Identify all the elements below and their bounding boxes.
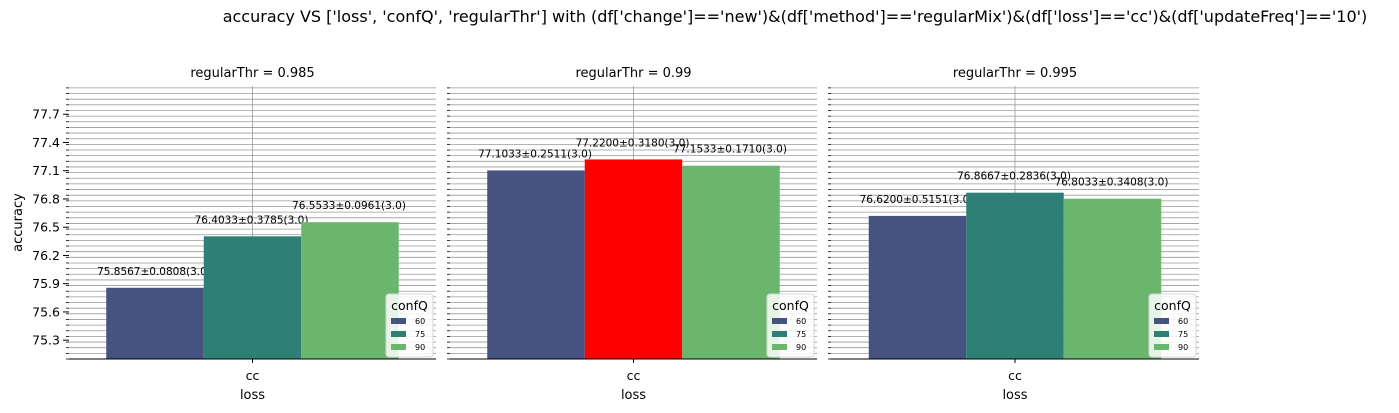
legend-title: confQ [391, 298, 428, 313]
bar-value-label: 76.6200±0.5151(3.0) [860, 194, 974, 206]
bar-value-label: 76.8667±0.2836(3.0) [957, 171, 1071, 183]
legend-label: 75 [415, 330, 425, 339]
bar-confq-75 [584, 159, 683, 359]
y-tick-label: 75.9 [32, 276, 60, 291]
legend-label: 75 [1178, 330, 1188, 339]
bar-confq-90 [301, 222, 399, 359]
legend-swatch-90 [391, 344, 406, 350]
y-tick-label: 76.5 [32, 220, 60, 235]
y-tick-label: 77.1 [32, 163, 60, 178]
y-tick-label: 77.4 [32, 135, 60, 150]
bar-value-label: 77.1533±0.1710(3.0) [673, 144, 787, 156]
panel-title: regularThr = 0.985 [190, 66, 314, 81]
bar-confq-60 [106, 287, 204, 359]
panel-title: regularThr = 0.99 [575, 66, 691, 81]
legend-swatch-60 [391, 318, 406, 324]
legend-label: 90 [796, 343, 806, 352]
legend-swatch-60 [772, 318, 787, 324]
legend-swatch-60 [1154, 318, 1169, 324]
x-tick-label: cc [246, 368, 260, 383]
legend-swatch-90 [1154, 344, 1169, 350]
y-tick-label: 76.2 [32, 248, 60, 263]
y-tick-label: 75.3 [32, 333, 60, 348]
bar-value-label: 77.2200±0.3180(3.0) [576, 137, 690, 149]
x-tick-label: cc [1008, 368, 1022, 383]
figure-title: accuracy VS ['loss', 'confQ', 'regularTh… [222, 7, 1368, 26]
bar-value-label: 76.5533±0.0961(3.0) [292, 200, 406, 212]
x-axis-label: loss [1002, 388, 1027, 403]
legend-box [1148, 293, 1197, 358]
legend-label: 75 [796, 330, 806, 339]
legend-swatch-75 [772, 331, 787, 337]
bar-confq-60 [868, 215, 967, 359]
x-axis-label: loss [621, 388, 646, 403]
legend-label: 90 [415, 343, 425, 352]
legend-swatch-75 [1154, 331, 1169, 337]
legend-label: 60 [415, 317, 425, 326]
bar-confq-90 [1063, 198, 1162, 359]
x-axis-label: loss [240, 388, 265, 403]
bar-confq-60 [487, 170, 585, 359]
legend-swatch-75 [391, 331, 406, 337]
bar-confq-75 [203, 236, 302, 359]
x-tick-label: cc [627, 368, 641, 383]
legend-swatch-90 [772, 344, 787, 350]
bar-value-label: 77.1033±0.2511(3.0) [478, 148, 592, 160]
legend-box [766, 293, 815, 358]
y-tick-label: 75.6 [32, 304, 60, 319]
legend-label: 90 [1178, 343, 1188, 352]
y-tick-label: 76.8 [32, 191, 60, 206]
bar-value-label: 76.8033±0.3408(3.0) [1055, 177, 1169, 189]
legend-title: confQ [772, 298, 809, 313]
y-tick-label: 77.7 [32, 107, 60, 122]
bar-value-label: 75.8567±0.0808(3.0) [97, 266, 211, 278]
bar-confq-90 [682, 165, 780, 359]
legend-box [385, 293, 434, 358]
bar-value-label: 76.4033±0.3785(3.0) [195, 214, 309, 226]
legend-title: confQ [1154, 298, 1191, 313]
legend-label: 60 [796, 317, 806, 326]
bar-confq-75 [966, 192, 1064, 359]
panel-title: regularThr = 0.995 [953, 66, 1077, 81]
legend-label: 60 [1178, 317, 1188, 326]
y-axis-label: accuracy [11, 193, 26, 252]
